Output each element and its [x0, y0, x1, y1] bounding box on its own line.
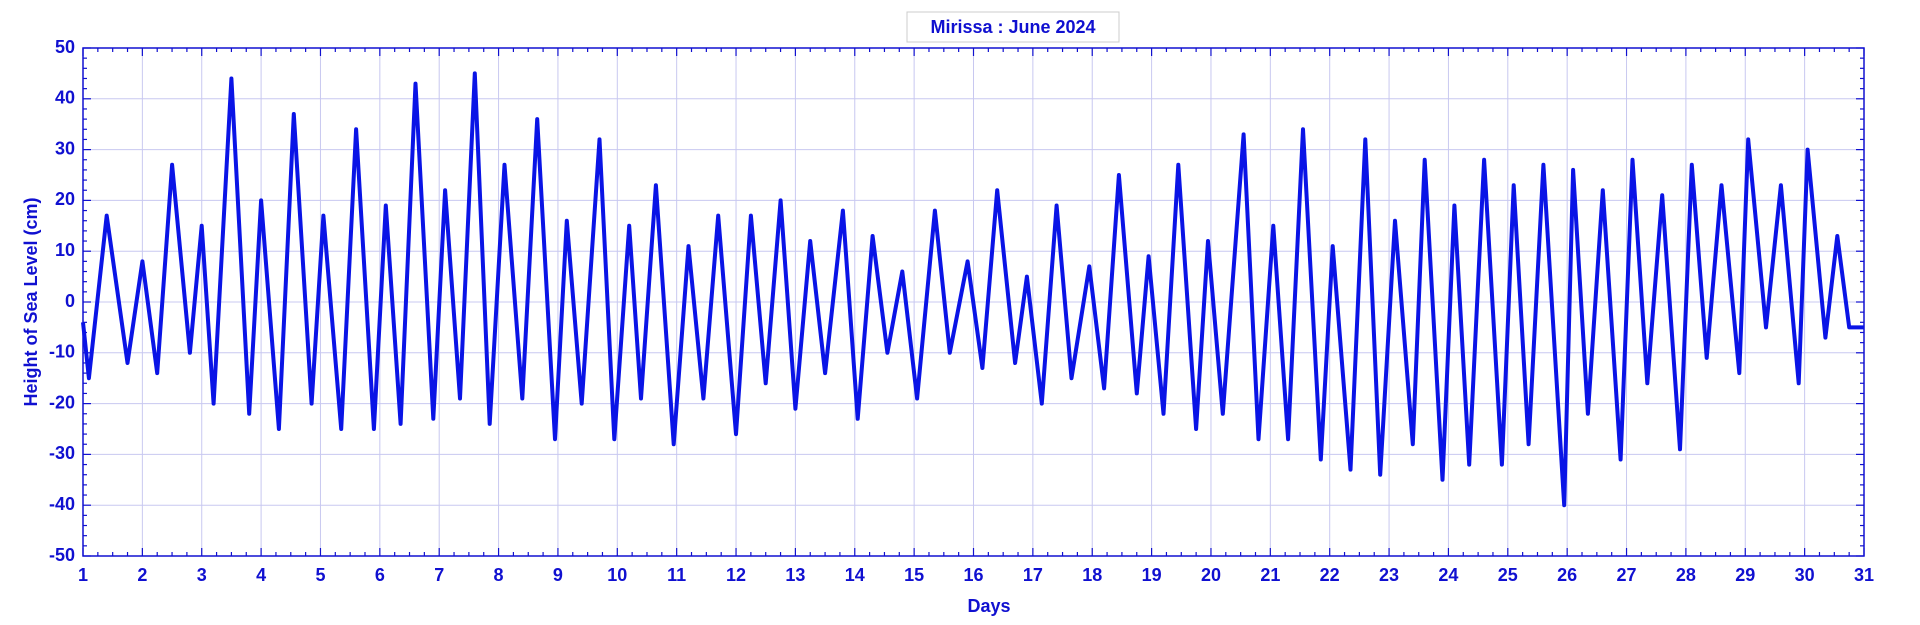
y-tick-label: 0 — [65, 291, 75, 311]
x-tick-label: 22 — [1320, 565, 1340, 585]
y-tick-label: 50 — [55, 37, 75, 57]
x-tick-label: 3 — [197, 565, 207, 585]
y-tick-label: 10 — [55, 240, 75, 260]
x-tick-label: 6 — [375, 565, 385, 585]
x-tick-label: 17 — [1023, 565, 1043, 585]
x-tick-label: 23 — [1379, 565, 1399, 585]
x-tick-label: 20 — [1201, 565, 1221, 585]
x-tick-label: 25 — [1498, 565, 1518, 585]
plot-frame — [82, 47, 1865, 557]
x-tick-label: 9 — [553, 565, 563, 585]
x-tick-label: 11 — [667, 565, 686, 585]
x-tick-label: 19 — [1142, 565, 1162, 585]
y-tick-label: 40 — [55, 88, 75, 108]
y-tick-label: -30 — [49, 443, 75, 463]
x-tick-label: 26 — [1557, 565, 1577, 585]
x-tick-label: 18 — [1082, 565, 1102, 585]
sea-level-line — [81, 71, 1864, 508]
x-tick-label: 30 — [1795, 565, 1815, 585]
x-tick-label: 31 — [1854, 565, 1874, 585]
x-tick-label: 21 — [1260, 565, 1280, 585]
title-box — [906, 11, 1120, 43]
y-tick-label: 20 — [55, 189, 75, 209]
x-tick-label: 14 — [845, 565, 865, 585]
x-tick-label: 27 — [1617, 565, 1637, 585]
x-tick-label: 16 — [963, 565, 983, 585]
y-axis-label: Height of Sea Level (cm) — [21, 197, 41, 406]
chart-title: Mirissa : June 2024 — [930, 17, 1095, 37]
x-tick-label: 2 — [137, 565, 147, 585]
x-tick-label: 24 — [1438, 565, 1458, 585]
x-axis-label: Days — [967, 596, 1010, 616]
x-tick-label: 15 — [904, 565, 924, 585]
x-tick-label: 5 — [315, 565, 325, 585]
x-tick-label: 7 — [434, 565, 444, 585]
x-tick-label: 4 — [256, 565, 266, 585]
y-tick-label: 30 — [55, 138, 75, 158]
x-tick-label: 8 — [494, 565, 504, 585]
y-tick-label: -20 — [49, 392, 75, 412]
y-tick-label: -50 — [49, 545, 75, 565]
x-tick-label: 13 — [785, 565, 805, 585]
y-tick-label: -10 — [49, 342, 75, 362]
x-tick-label: 28 — [1676, 565, 1696, 585]
y-tick-label: -40 — [49, 494, 75, 514]
x-tick-label: 10 — [607, 565, 627, 585]
x-tick-label: 12 — [726, 565, 746, 585]
x-tick-label: 1 — [78, 565, 88, 585]
x-tick-label: 29 — [1735, 565, 1755, 585]
